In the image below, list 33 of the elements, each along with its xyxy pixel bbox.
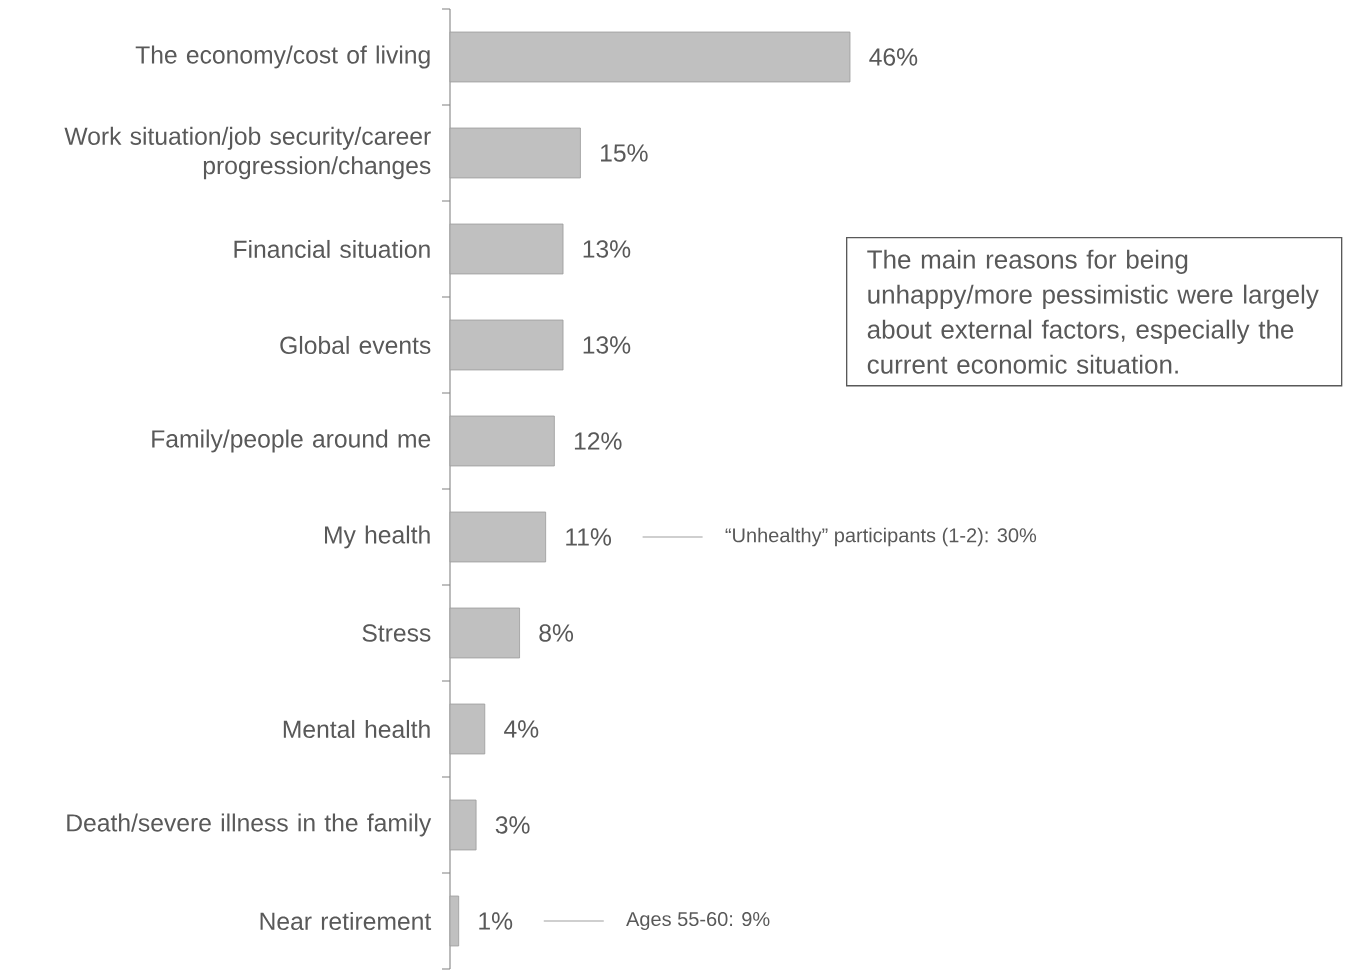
bar xyxy=(449,607,520,659)
data-label: 12% xyxy=(574,432,622,450)
y-tick-label: My health xyxy=(325,525,430,549)
bar xyxy=(449,415,555,467)
bar xyxy=(449,799,477,851)
data-label: 4% xyxy=(504,720,539,738)
data-label: 3% xyxy=(495,816,530,834)
y-tick-label: Mental health xyxy=(283,719,430,739)
y-tick-label: The economy/cost of living xyxy=(135,45,430,69)
data-label: 15% xyxy=(601,144,648,162)
data-label: 1% xyxy=(479,912,513,930)
bar xyxy=(449,127,581,179)
annotation: Ages 55-60: 9% xyxy=(626,911,770,931)
text: The main reasons for being unhappy/more pessimistic were largely about external factors, especially the current economic situation. xyxy=(867,249,1319,374)
y-tick-label: Financial situation xyxy=(234,239,430,259)
data-label: 13% xyxy=(583,336,631,354)
y-tick-label: Family/people around me xyxy=(152,429,431,453)
bar xyxy=(449,895,460,947)
data-label: 11% xyxy=(566,528,612,546)
y-tick-label: Near retirement xyxy=(260,911,432,931)
y-tick-label: Death/severe illness in the family xyxy=(67,813,432,837)
annotation: “Unhealthy” participants (1-2): 30% xyxy=(725,527,1037,547)
y-tick-label: Work situation/job security/career progression/changes xyxy=(64,126,431,180)
y-tick-label: Global events xyxy=(280,335,431,355)
bar xyxy=(449,223,564,275)
data-label: 13% xyxy=(583,240,631,258)
y-tick-label: Stress xyxy=(362,624,431,642)
bar xyxy=(449,511,547,563)
data-label: 8% xyxy=(539,624,574,642)
bar xyxy=(449,319,564,371)
bar xyxy=(449,31,851,83)
bar xyxy=(449,703,486,755)
data-label: 46% xyxy=(869,48,918,66)
